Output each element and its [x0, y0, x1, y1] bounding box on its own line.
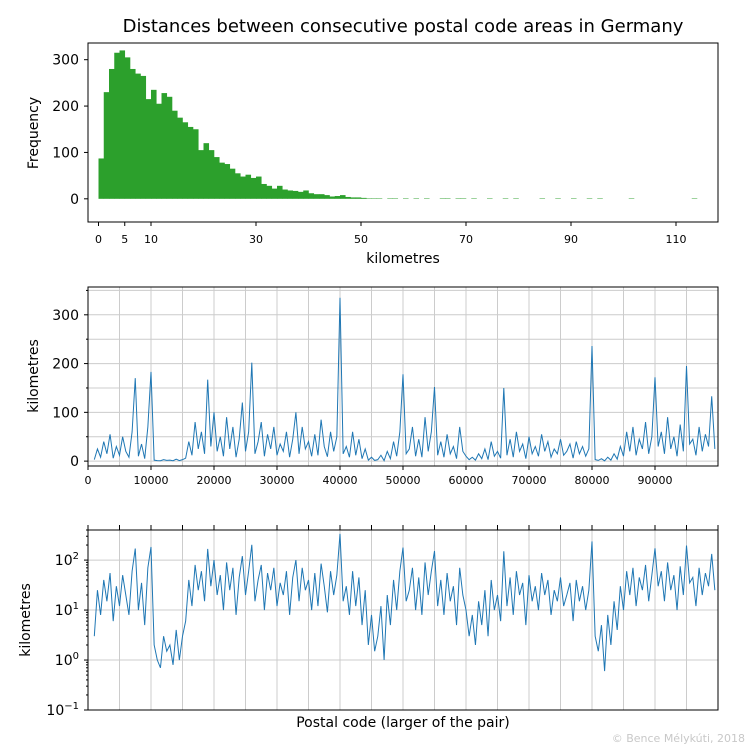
- histogram-bar: [209, 150, 215, 199]
- histogram-bar: [183, 122, 189, 199]
- figure-title: Distances between consecutive postal cod…: [123, 16, 684, 37]
- histogram-bar: [267, 186, 273, 199]
- y-tick-label: 300: [52, 308, 79, 324]
- histogram-bar: [309, 193, 315, 199]
- histogram-bar: [130, 69, 136, 199]
- histogram-bar: [356, 197, 362, 198]
- histogram-bar: [288, 190, 294, 198]
- line-ylabel: kilometres: [26, 339, 42, 413]
- histogram-bar: [177, 118, 183, 199]
- histogram-bar: [282, 190, 288, 199]
- hist-xlabel: kilometres: [366, 251, 440, 267]
- log-line-panel: 102 101 100 10−1: [46, 525, 718, 719]
- y-tick-label: 10−1: [46, 701, 79, 719]
- histogram-bar: [151, 90, 157, 199]
- x-tick-label: 30000: [260, 474, 295, 487]
- histogram-bar: [193, 129, 199, 199]
- histogram-bar: [219, 163, 225, 199]
- histogram-bar: [303, 190, 309, 198]
- histogram-bar: [141, 76, 147, 199]
- log-ylabel: kilometres: [18, 583, 34, 657]
- histogram-bar: [146, 99, 152, 199]
- histogram-bar: [345, 197, 351, 199]
- histogram-bar: [172, 111, 178, 199]
- histogram-bar: [204, 143, 210, 199]
- histogram-bar: [330, 196, 336, 198]
- y-tick-label: 100: [55, 651, 79, 669]
- histogram-bar: [188, 127, 194, 199]
- log-xlabel: Postal code (larger of the pair): [296, 715, 510, 731]
- x-tick-label: 0: [95, 233, 102, 246]
- histogram-bar: [272, 189, 278, 199]
- y-tick-label: 200: [52, 357, 79, 373]
- distance-line-log: [94, 534, 715, 671]
- histogram-bar: [225, 164, 231, 199]
- histogram-bar: [120, 50, 126, 198]
- histogram-bar: [240, 177, 246, 199]
- histogram-bar: [109, 69, 115, 199]
- x-tick-label: 10: [144, 233, 158, 246]
- histogram-bar: [293, 191, 299, 199]
- histogram-bar: [335, 196, 341, 199]
- histogram-bar: [319, 194, 325, 199]
- x-tick-label: 70000: [512, 474, 547, 487]
- x-tick-label: 5: [121, 233, 128, 246]
- y-tick-label: 102: [55, 551, 79, 569]
- x-tick-label: 90000: [638, 474, 673, 487]
- x-tick-label: 30: [249, 233, 263, 246]
- x-tick-label: 0: [85, 474, 92, 487]
- y-tick-label: 300: [52, 53, 79, 69]
- histogram-bar: [198, 150, 204, 199]
- y-tick-label: 200: [52, 99, 79, 115]
- histogram-bar: [361, 198, 367, 199]
- histogram-bar: [314, 194, 320, 199]
- x-tick-label: 70: [459, 233, 473, 246]
- x-tick-label: 110: [666, 233, 687, 246]
- histogram-bar: [135, 74, 141, 199]
- y-tick-label: 100: [52, 145, 79, 161]
- histogram-bar: [298, 192, 304, 199]
- histogram-bar: [251, 178, 257, 199]
- y-tick-label: 101: [55, 601, 79, 619]
- histogram-bar: [277, 186, 283, 199]
- linear-line-panel: 0 10000 20000 30000 40000 50000 60000 70000 8000…: [52, 287, 718, 487]
- histogram-bar: [167, 97, 173, 199]
- x-tick-label: 50000: [386, 474, 421, 487]
- histogram-bar: [104, 92, 110, 199]
- x-tick-label: 60000: [449, 474, 484, 487]
- histogram-bar: [246, 175, 252, 199]
- histogram-bar: [156, 104, 162, 199]
- histogram-bar: [162, 93, 168, 199]
- x-tick-label: 80000: [575, 474, 610, 487]
- y-tick-label: 100: [52, 405, 79, 421]
- x-tick-label: 20000: [197, 474, 232, 487]
- histogram-bar: [324, 195, 330, 199]
- histogram-bar: [261, 184, 267, 199]
- y-tick-label: 0: [70, 454, 79, 470]
- histogram-bar: [230, 169, 236, 199]
- y-tick-label: 0: [70, 192, 79, 208]
- histogram-panel: 0 5 10 30 50 70 90 110 0 100 200 300: [52, 43, 718, 246]
- histogram-bar: [114, 53, 120, 199]
- credit: © Bence Mélykúti, 2018: [612, 732, 745, 745]
- histogram-bar: [99, 158, 105, 198]
- histogram-bar: [214, 157, 220, 199]
- x-tick-label: 10000: [134, 474, 169, 487]
- histogram-bar: [256, 177, 262, 199]
- x-tick-label: 40000: [323, 474, 358, 487]
- histogram-bar: [235, 173, 241, 199]
- histogram-bar: [125, 57, 131, 198]
- x-tick-label: 50: [354, 233, 368, 246]
- histogram-bar: [340, 195, 346, 199]
- hist-ylabel: Frequency: [26, 97, 42, 169]
- histogram-bar: [351, 197, 357, 198]
- x-tick-label: 90: [564, 233, 578, 246]
